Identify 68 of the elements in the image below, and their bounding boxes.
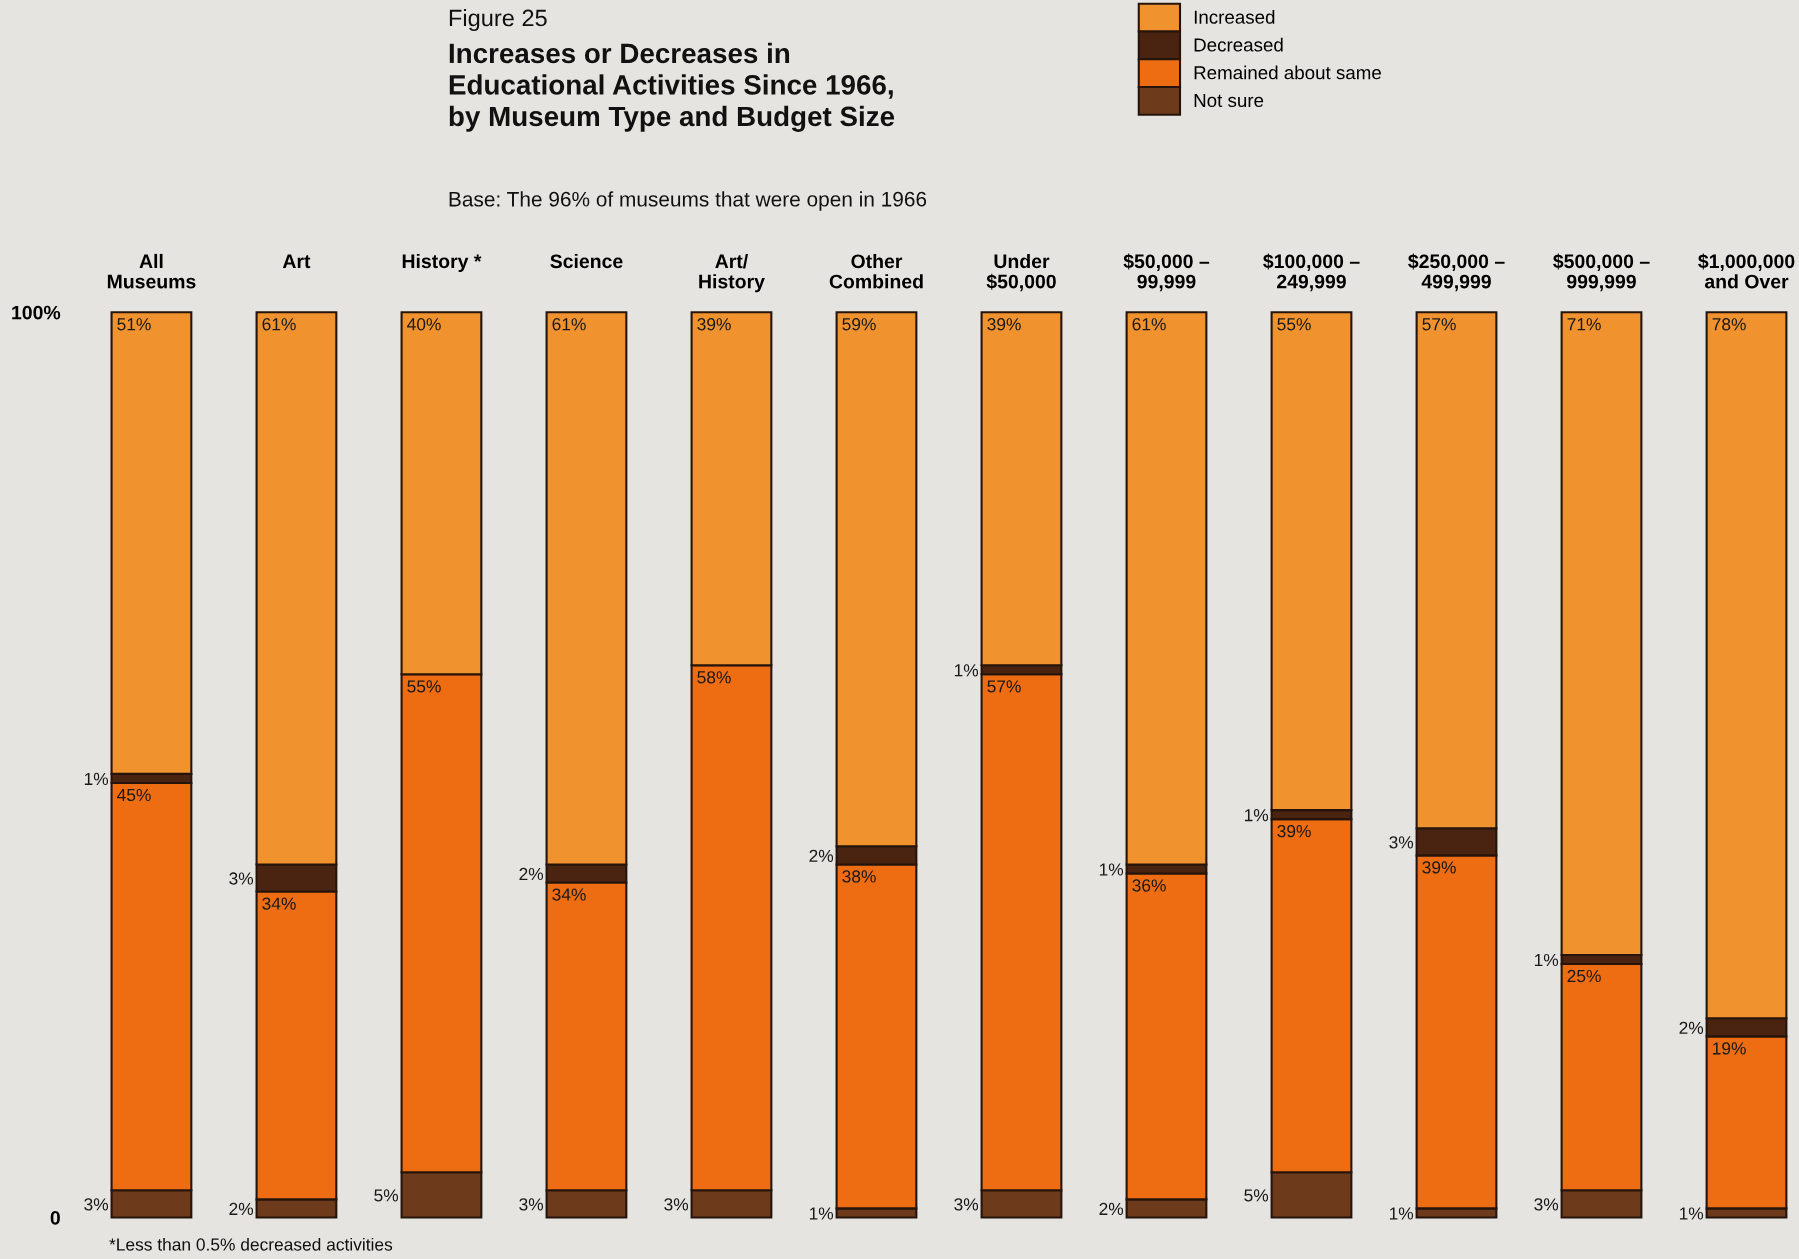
data-label: 36% xyxy=(1132,879,1166,892)
data-label: 34% xyxy=(552,888,586,901)
chart-subtitle: Base: The 96% of museums that were open in 1966 xyxy=(449,191,927,211)
text: *Less than 0.5% decreased activities xyxy=(109,1237,393,1251)
data-label: 25% xyxy=(1567,969,1601,983)
data-label: 45% xyxy=(117,788,151,802)
x-tick-label: $50,000 – 99,999 xyxy=(1123,253,1210,292)
data-label: 71% xyxy=(1567,318,1601,331)
data-label: 1% xyxy=(1534,953,1559,967)
x-tick-label: $100,000 – 249,999 xyxy=(1263,253,1360,292)
data-label: 61% xyxy=(262,318,296,331)
data-label: 40% xyxy=(407,318,441,331)
data-label: 55% xyxy=(1277,318,1311,331)
x-tick-label: All Museums xyxy=(107,253,196,289)
data-label: 2% xyxy=(229,1202,254,1215)
x-tick-label: Science xyxy=(550,253,623,269)
data-label: 61% xyxy=(1132,318,1166,331)
data-label: 2% xyxy=(809,849,834,862)
data-label: 34% xyxy=(262,897,296,910)
data-label: 1% xyxy=(84,772,109,786)
data-label: 61% xyxy=(552,318,586,331)
data-label: 38% xyxy=(842,870,876,883)
data-label: 57% xyxy=(987,680,1021,693)
data-label: 2% xyxy=(519,867,544,881)
y-tick-label: 0 xyxy=(50,1210,60,1225)
data-label: 3% xyxy=(954,1198,979,1211)
data-label: 51% xyxy=(117,318,151,331)
data-label: 1% xyxy=(1679,1207,1704,1220)
data-label: 39% xyxy=(697,318,731,331)
x-tick-label: Under $50,000 xyxy=(986,253,1056,292)
data-label: 57% xyxy=(1422,318,1456,331)
data-label: 3% xyxy=(1534,1198,1559,1211)
legend-label: Increased xyxy=(1194,10,1275,24)
data-label: 1% xyxy=(954,664,979,677)
data-label: 5% xyxy=(1244,1189,1269,1202)
data-label: 3% xyxy=(229,872,254,885)
x-tick-label: History * xyxy=(402,253,482,273)
data-label: 39% xyxy=(987,318,1021,331)
data-label: 1% xyxy=(1389,1207,1414,1220)
legend-label: Remained about same xyxy=(1194,65,1381,80)
data-label: 39% xyxy=(1422,861,1456,874)
data-label: 58% xyxy=(697,671,731,684)
data-label: 1% xyxy=(1244,809,1269,822)
x-tick-label: Other Combined xyxy=(829,253,923,289)
x-tick-label: Art xyxy=(282,254,311,269)
data-label: 3% xyxy=(519,1198,544,1211)
data-label: 55% xyxy=(407,680,441,693)
chart-title: Increases or Decreases in Educational Activities Since 1966, by Museum Type and Budget Size xyxy=(449,42,895,132)
data-label: 3% xyxy=(664,1198,689,1211)
x-tick-label: Art/ History xyxy=(699,253,765,293)
x-tick-label: $250,000 – 499,999 xyxy=(1408,253,1505,292)
y-tick-label: 100% xyxy=(12,305,61,320)
legend-label: Not sure xyxy=(1194,94,1264,108)
data-label: 3% xyxy=(1389,836,1414,849)
data-label: 5% xyxy=(374,1189,399,1202)
data-label: 1% xyxy=(1099,863,1124,876)
x-tick-label: $500,000 – 999,999 xyxy=(1553,253,1650,292)
x-tick-label: $1,000,000 and Over xyxy=(1698,253,1795,289)
data-label: 59% xyxy=(842,318,876,331)
data-label: 3% xyxy=(84,1198,109,1211)
data-label: 78% xyxy=(1712,318,1746,331)
data-label: 39% xyxy=(1277,825,1311,838)
data-label: 19% xyxy=(1713,1042,1746,1055)
legend-label: Decreased xyxy=(1194,37,1283,52)
data-label: 1% xyxy=(809,1207,834,1220)
caption: Figure 25 xyxy=(449,9,547,32)
data-label: 2% xyxy=(1099,1202,1124,1215)
data-label: 2% xyxy=(1679,1021,1704,1034)
